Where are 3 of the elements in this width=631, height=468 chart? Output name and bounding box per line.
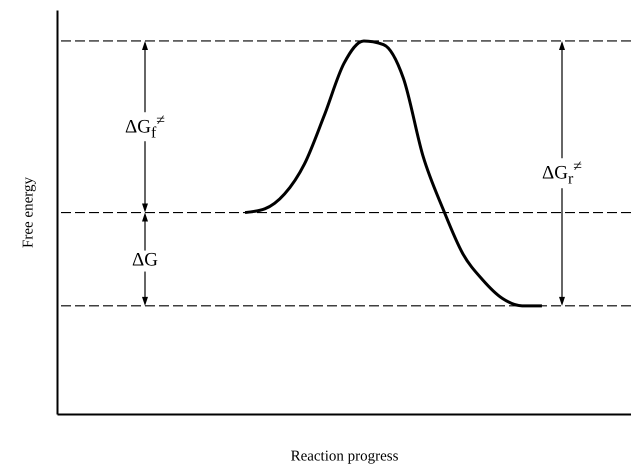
- annotation: ΔG: [132, 250, 158, 272]
- y-axis-title: Free energy: [20, 176, 36, 248]
- x-axis-title: Reaction progress: [290, 448, 399, 464]
